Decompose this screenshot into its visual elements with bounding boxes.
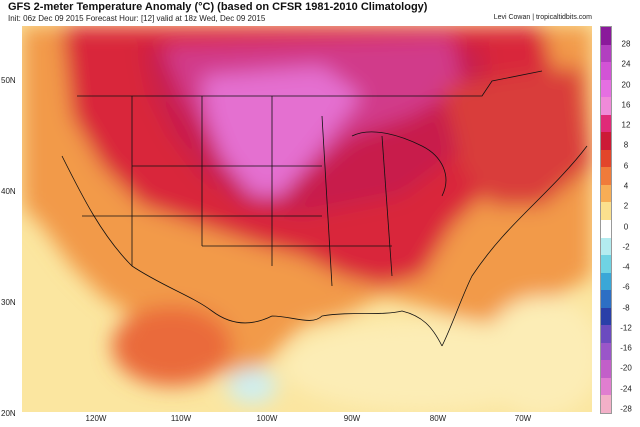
credit-text: Levi Cowan | tropicaltidbits.com <box>493 14 592 21</box>
colorbar-tick-label: -2 <box>622 242 630 252</box>
colorbar-segment <box>601 202 611 221</box>
colorbar-tick-label: 2 <box>623 201 629 211</box>
lon-label-70w: 70W <box>514 414 532 423</box>
colorbar-tick-label: -8 <box>622 303 630 313</box>
colorbar-segment <box>601 395 611 414</box>
colorbar-tick-label: 24 <box>621 59 631 69</box>
colorbar-segment <box>601 377 611 396</box>
lat-label-20n: 20N <box>1 409 16 418</box>
colorbar-tick-label: 0 <box>623 222 629 231</box>
colorbar-segment <box>601 290 611 309</box>
colorbar-tick-label: 20 <box>621 80 631 90</box>
colorbar-segment <box>601 184 611 203</box>
colorbar-segment <box>601 272 611 291</box>
colorbar-tick-label: -16 <box>620 343 632 353</box>
colorbar-segment <box>601 114 611 133</box>
lon-label-120w: 120W <box>85 414 107 423</box>
colorbar-tick-label: -20 <box>620 363 632 373</box>
colorbar-segment <box>601 255 611 274</box>
colorbar-tick-label: 28 <box>621 39 631 49</box>
colorbar-tick-label: -24 <box>620 384 632 394</box>
map-title: GFS 2-meter Temperature Anomaly (°C) (ba… <box>8 1 428 13</box>
colorbar-segment <box>601 307 611 326</box>
colorbar-segment <box>601 167 611 186</box>
colorbar-segment <box>601 44 611 63</box>
lon-label-90w: 90W <box>343 414 361 423</box>
lat-label-40n: 40N <box>1 187 16 196</box>
anomaly-map <box>22 26 592 412</box>
colorbar-tick-label: -4 <box>622 262 630 272</box>
lat-label-30n: 30N <box>1 298 16 307</box>
lon-label-100w: 100W <box>256 414 278 423</box>
colorbar-segment <box>601 342 611 361</box>
colorbar-tick-label: 6 <box>623 161 629 171</box>
colorbar-segment <box>601 325 611 344</box>
lon-label-80w: 80W <box>429 414 447 423</box>
colorbar-tick-label: 12 <box>621 120 631 130</box>
colorbar-segment <box>601 220 611 239</box>
lon-label-110w: 110W <box>170 414 192 423</box>
colorbar-tick-label: -28 <box>620 404 632 414</box>
colorbar-segment <box>601 27 611 46</box>
colorbar-tick-label: 16 <box>621 100 631 110</box>
colorbar-tick-label: -6 <box>622 282 630 292</box>
colorbar-tick-label: 4 <box>623 181 629 191</box>
colorbar-segment <box>601 132 611 151</box>
colorbar-tick-label: 8 <box>623 140 629 150</box>
colorbar-tick-label: -12 <box>620 323 632 333</box>
colorbar-segment <box>601 79 611 98</box>
map-canvas <box>22 26 592 412</box>
map-subtitle: Init: 06z Dec 09 2015 Forecast Hour: [12… <box>8 14 266 23</box>
colorbar-segment <box>601 149 611 168</box>
colorbar-segment <box>601 62 611 81</box>
colorbar <box>600 26 612 414</box>
colorbar-segment <box>601 360 611 379</box>
colorbar-segment <box>601 97 611 116</box>
boundary-lines <box>61 70 588 347</box>
lat-label-50n: 50N <box>1 76 16 85</box>
colorbar-segment <box>601 237 611 256</box>
